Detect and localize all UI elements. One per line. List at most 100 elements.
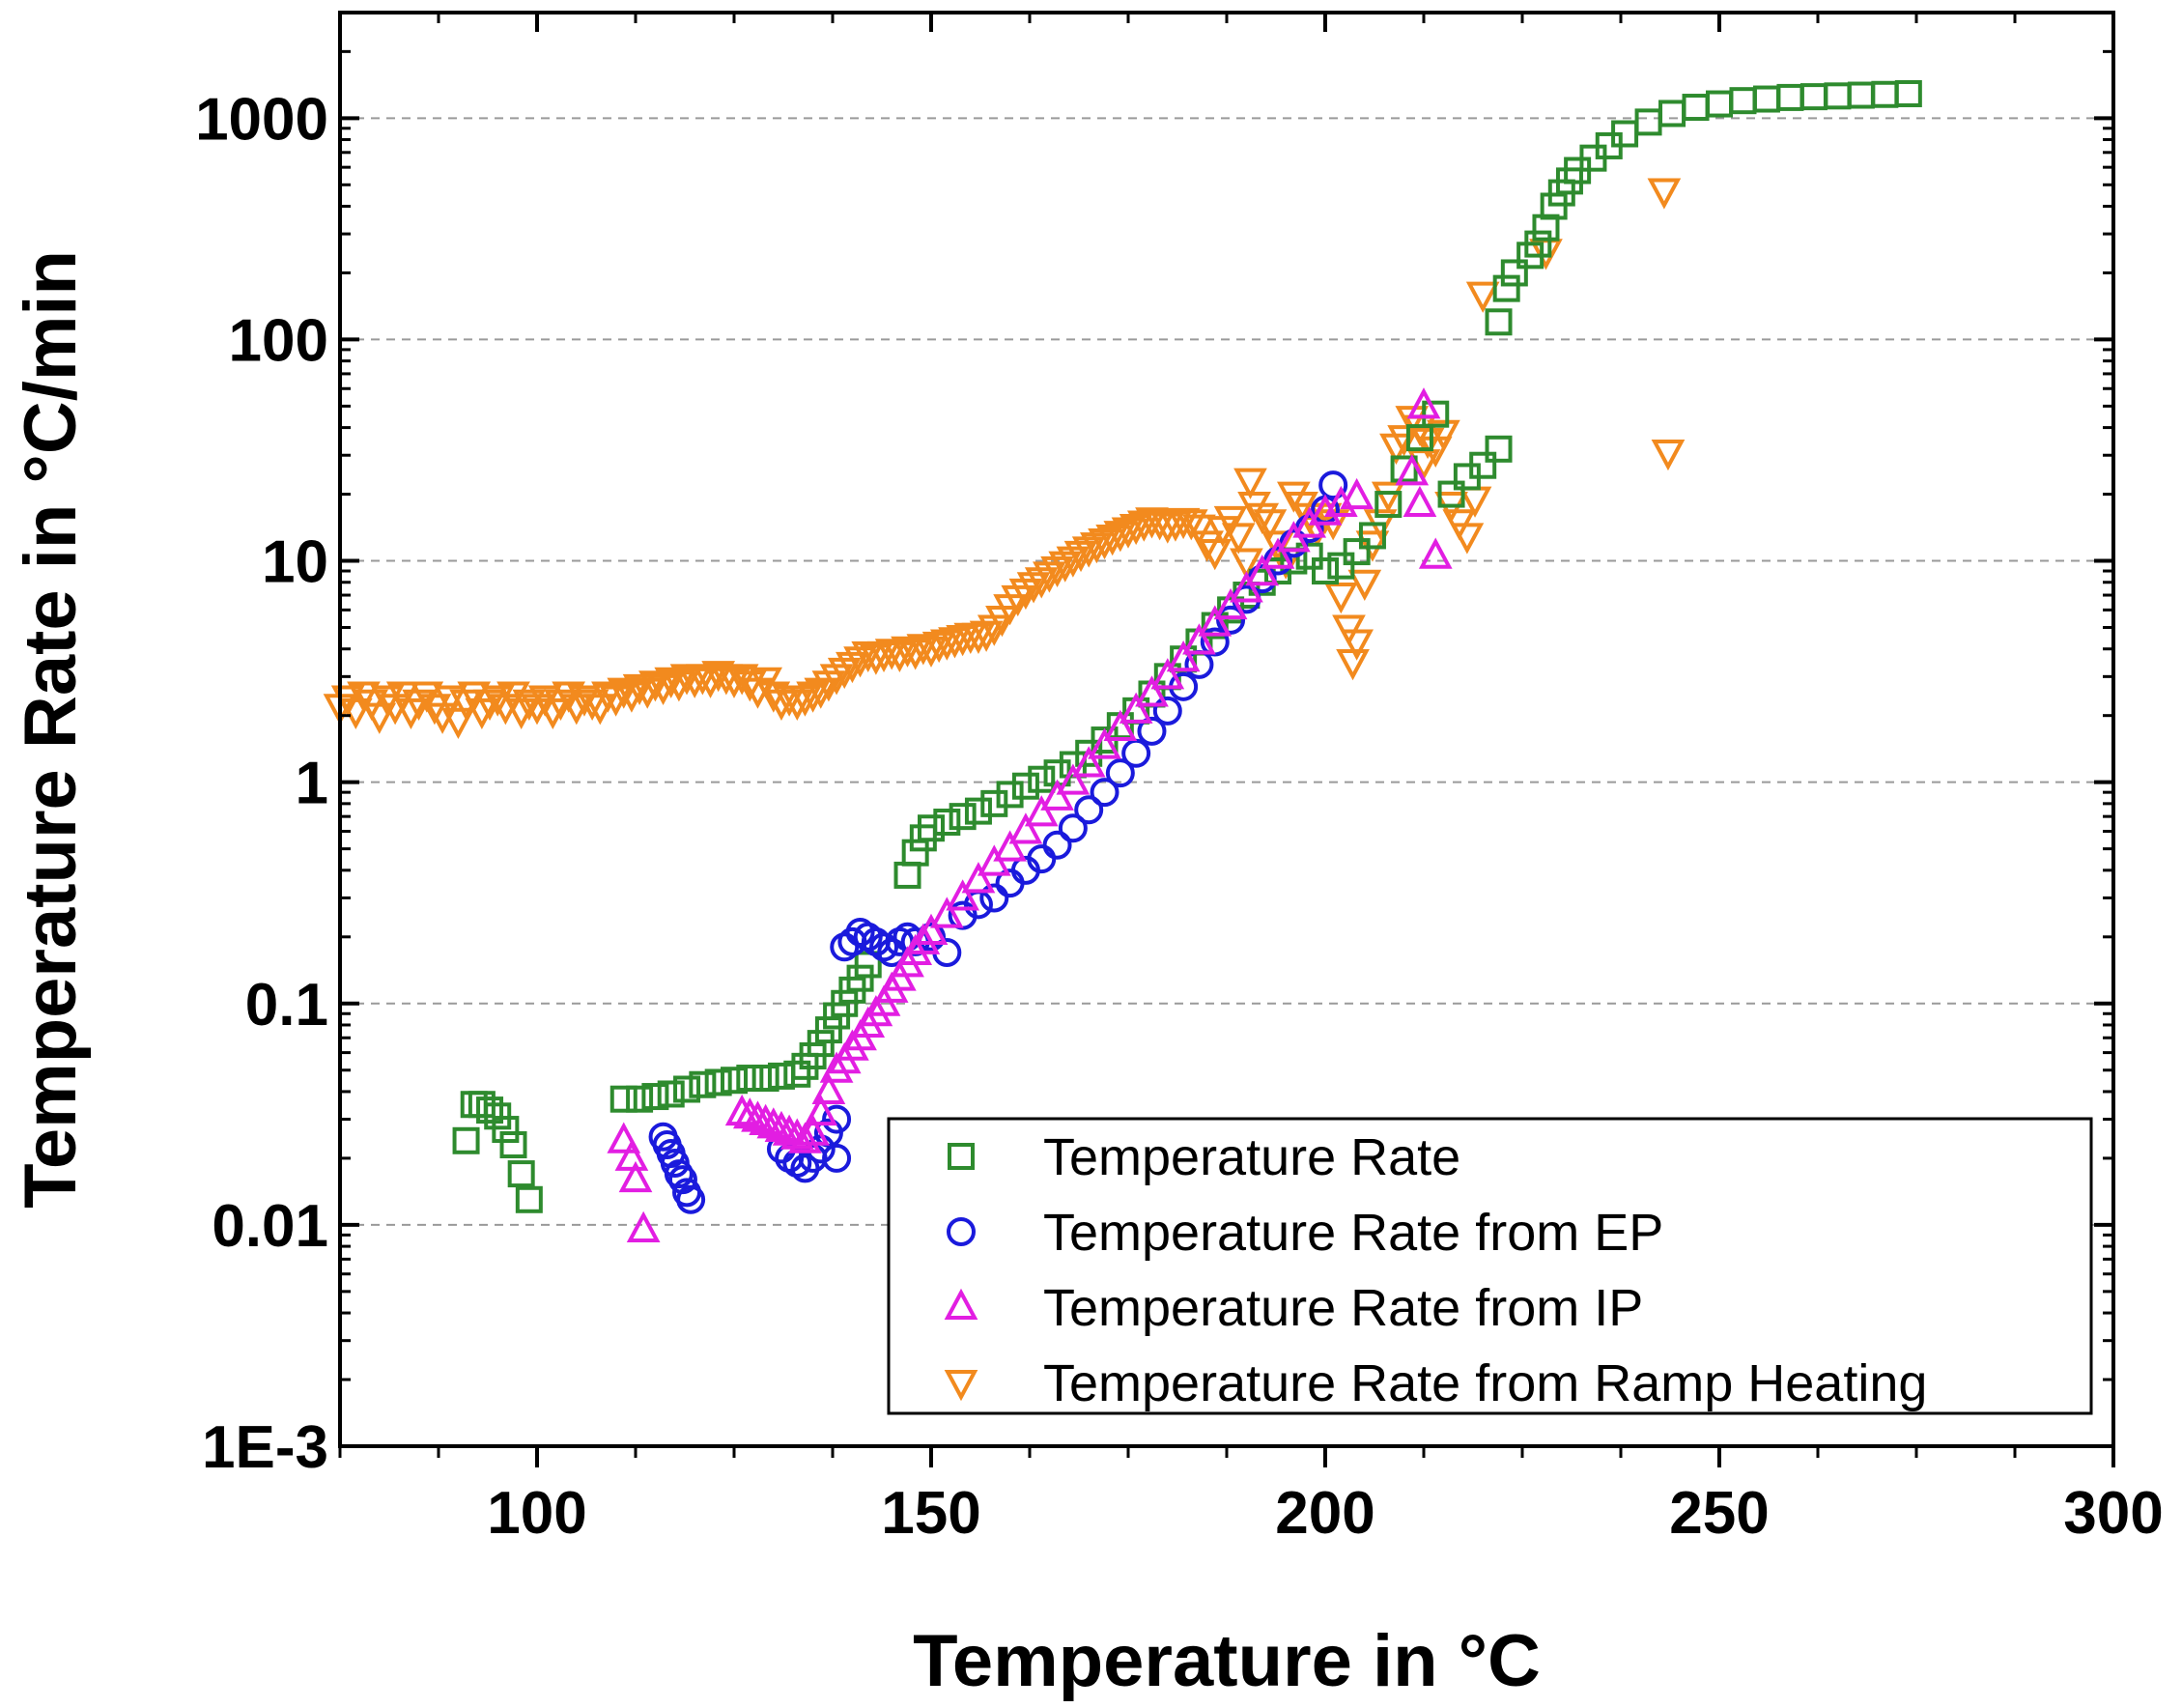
data-point: [1634, 108, 1662, 136]
data-point: [1182, 623, 1216, 655]
data-point: [893, 861, 921, 889]
data-point: [914, 636, 949, 668]
x-tick-label: 100: [487, 1480, 586, 1547]
series-3: [323, 178, 1686, 740]
data-point: [796, 1114, 830, 1146]
data-point: [949, 803, 977, 831]
data-point: [1230, 571, 1263, 603]
data-point: [1119, 692, 1153, 724]
data-point: [1137, 716, 1167, 746]
data-point: [1465, 281, 1500, 313]
data-point: [969, 620, 1004, 652]
data-point: [836, 1029, 869, 1061]
data-point: [921, 631, 956, 664]
data-point: [993, 830, 1027, 862]
y-tick-label: 0.1: [245, 972, 328, 1039]
data-point: [749, 1103, 782, 1135]
legend-marker: [947, 1217, 976, 1246]
data-point: [607, 677, 641, 709]
data-point: [906, 923, 941, 954]
data-point: [1327, 552, 1355, 580]
data-point: [1418, 537, 1453, 569]
data-point: [961, 622, 996, 655]
data-point: [1340, 629, 1374, 661]
data-point: [591, 681, 625, 713]
data-point: [1111, 517, 1146, 549]
data-point: [1371, 481, 1405, 513]
data-point: [1279, 528, 1309, 558]
data-point: [898, 639, 933, 670]
data-point: [441, 707, 475, 740]
data-point: [732, 1097, 767, 1129]
data-point: [654, 667, 689, 698]
data-point: [1221, 523, 1256, 555]
data-point: [869, 932, 899, 962]
y-tick-label: 1000: [195, 86, 328, 153]
data-point: [736, 1065, 764, 1093]
data-point: [851, 640, 886, 673]
data-point: [764, 1110, 799, 1143]
data-point: [1485, 308, 1513, 336]
gridlines: [340, 117, 2113, 1226]
data-point: [1190, 530, 1224, 562]
data-point: [819, 1051, 854, 1083]
data-point: [1776, 83, 1804, 111]
data-point: [1358, 522, 1386, 550]
data-point: [1406, 387, 1441, 419]
data-point: [1847, 81, 1875, 109]
data-point: [1347, 569, 1382, 601]
data-point: [819, 664, 854, 696]
data-point: [859, 643, 893, 675]
data-point: [946, 624, 979, 657]
data-point: [417, 694, 452, 726]
data-point: [1323, 583, 1358, 614]
data-point: [929, 897, 964, 928]
legend-label: Temperature Rate from IP: [1043, 1279, 1643, 1337]
x-tick-label: 300: [2063, 1480, 2163, 1547]
data-point: [1198, 605, 1233, 637]
data-point: [772, 685, 807, 717]
data-point: [1080, 532, 1114, 564]
data-point: [676, 1184, 706, 1214]
data-point: [1008, 578, 1043, 611]
data-point: [822, 1143, 852, 1173]
data-point: [1040, 555, 1074, 588]
data-point: [507, 1160, 535, 1188]
data-point: [1150, 512, 1185, 544]
data-point: [1119, 513, 1153, 546]
tick-labels: 1E-3 0.01 0.1 1 10 100 1000 100 150 200 250 300: [195, 86, 2164, 1547]
data-point: [1403, 485, 1437, 518]
data-point: [901, 839, 929, 867]
data-point: [1182, 514, 1216, 546]
data-point: [1340, 477, 1374, 510]
data-point: [638, 670, 672, 702]
data-point: [1028, 765, 1056, 793]
data-point: [1011, 772, 1039, 800]
data-point: [1201, 612, 1229, 640]
data-point: [1318, 470, 1348, 500]
data-point: [609, 1085, 638, 1113]
data-point: [1105, 758, 1135, 788]
data-point: [1312, 557, 1339, 585]
data-point: [756, 1107, 791, 1139]
data-point: [1437, 480, 1465, 508]
data-point: [1427, 419, 1460, 451]
data-point: [1048, 551, 1083, 583]
y-tick-label: 100: [229, 307, 328, 374]
data-point: [906, 634, 941, 666]
legend-marker: [944, 1288, 978, 1320]
data-point: [779, 689, 814, 721]
data-point: [607, 1122, 641, 1153]
data-point: [1090, 778, 1119, 808]
legend-label: Temperature Rate: [1043, 1128, 1460, 1186]
x-tick-label: 250: [1669, 1480, 1769, 1547]
data-point: [1469, 451, 1497, 479]
data-point: [1088, 527, 1121, 560]
data-point: [1152, 696, 1182, 726]
legend-marker: [948, 1143, 975, 1170]
data-point: [929, 629, 964, 661]
data-point: [622, 673, 657, 706]
data-point: [626, 1085, 654, 1113]
x-axis-title: Temperature in °C: [913, 1620, 1541, 1702]
data-point: [1336, 649, 1370, 681]
